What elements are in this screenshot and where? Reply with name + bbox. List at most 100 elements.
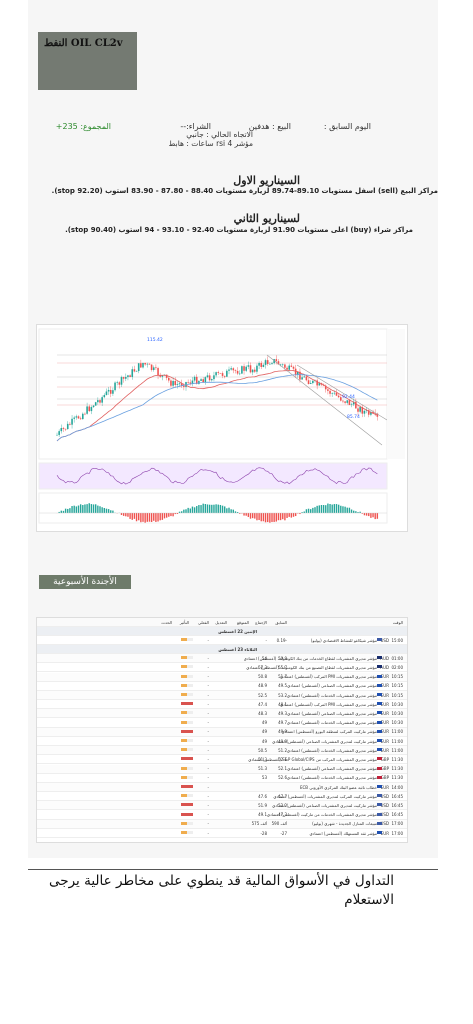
row-currency: USD [380, 821, 389, 827]
header-consensus: الإجماع [255, 619, 267, 625]
impact-icon [181, 693, 193, 696]
row-previous: 49.9 [278, 729, 287, 735]
row-actual: - [207, 701, 209, 707]
flag-icon [377, 702, 382, 706]
table-row[interactable]: 02:00 AUD مؤشر مديري المشتريات لقطاع التصن… [37, 663, 407, 673]
impact-icon [181, 775, 193, 779]
impact-icon [181, 739, 193, 742]
trend-summary: الاتجاه الحالي : جانبي [186, 130, 253, 139]
row-actual: - [207, 756, 209, 762]
impact-icon [181, 794, 193, 798]
row-actual: - [207, 720, 209, 726]
row-forecast: 47.6 [258, 793, 267, 799]
flag-icon [377, 729, 382, 733]
row-time: 10:30 [391, 701, 403, 707]
table-row[interactable]: 14:00 EUR خطاب نائبة عضو البنك المركزي الأ… [37, 783, 407, 792]
row-event: مؤشر مديري المشتريات PMI المركب (أغسطس) … [280, 674, 377, 680]
header-forecast: المتوقع [237, 619, 249, 625]
table-row[interactable]: 16:45 USD مؤشر مديري المشتريات الخدمات من … [37, 811, 407, 820]
table-row[interactable]: 16:45 USD مؤشر ماركيت لمديري المشتريات الص… [37, 801, 407, 811]
divider [28, 869, 438, 870]
table-row[interactable]: 15:00 USD مؤشر شيكاغو للنشاط الاقتصادي (يو… [37, 636, 407, 645]
table-row[interactable]: 16:45 USD مؤشر ماركيت المركب لمديري المشتر… [37, 792, 407, 802]
annotation-low: 85.74 [347, 414, 360, 420]
table-row[interactable]: 17:00 EUR مؤشر ثقة المستهلك (أغسطس) اعتماد… [37, 829, 407, 838]
row-event: مؤشر مديري المشتريات الصناعي (أغسطس) اعت… [287, 766, 377, 772]
row-actual: - [207, 655, 209, 661]
flag-icon [377, 785, 382, 788]
row-event: مؤشر مديري المشتريات لقطاع التصنيع من بن… [246, 664, 377, 670]
previous-day-label: اليوم السابق : [323, 122, 371, 131]
row-forecast: 48.9 [258, 683, 267, 689]
row-previous: 47.7 [278, 793, 287, 799]
row-event: مؤشر مديري المشتريات الخدمات (أغسطس) اعت… [286, 692, 377, 698]
table-row[interactable]: 10:15 EUR مؤشر مديري المشتريات الخدمات (أغ… [37, 691, 407, 700]
annotation-high: 115.42 [147, 337, 163, 343]
row-previous: 51.7 [278, 674, 287, 680]
row-actual: - [207, 793, 209, 799]
row-time: 10:15 [391, 683, 403, 689]
flag-icon [377, 821, 382, 825]
table-row[interactable]: 11:30 GBP مؤشر مديري المشتريات المركب من S… [37, 755, 407, 765]
row-forecast: 51.3 [258, 756, 267, 762]
row-time: 11:30 [391, 766, 403, 772]
day-label: الثلاثاء 23 أغسطس [218, 646, 257, 652]
row-time: 15:00 [391, 637, 403, 643]
header-time: الوقت [392, 619, 403, 625]
row-currency: EUR [380, 710, 389, 716]
row-actual: - [207, 683, 209, 689]
table-row[interactable]: 10:15 EUR مؤشر مديري المشتريات الصناعي (أغ… [37, 682, 407, 691]
row-previous: 51.2 [278, 747, 287, 753]
table-row[interactable]: 11:30 GBP مؤشر مديري المشتريات الخدمات (أغ… [37, 774, 407, 783]
row-previous: 52.1 [278, 756, 287, 762]
row-forecast: 57.3 [258, 664, 267, 670]
table-row[interactable]: 11:00 EUR مؤشر مديري المشتريات الخدمات (أغ… [37, 746, 407, 756]
row-time: 10:30 [391, 710, 403, 716]
row-forecast: 51.3 [258, 766, 267, 772]
row-event: مؤشر مديري المشتريات الخدمات من ماركيت (… [266, 812, 377, 818]
table-row[interactable]: 10:30 EUR مؤشر مديري المشتريات الخدمات (أغ… [37, 719, 407, 728]
row-event: مؤشر مديري المشتريات لقطاع الخدمات من بن… [243, 655, 377, 661]
table-row[interactable]: 10:30 EUR مؤشر مديري المشتريات الصناعي (أغ… [37, 709, 407, 719]
row-forecast: 48.3 [258, 710, 267, 716]
row-actual: - [207, 674, 209, 680]
row-forecast: 575 ألف [251, 821, 267, 827]
row-time: 16:45 [391, 812, 403, 818]
row-currency: USD [380, 793, 389, 799]
flag-icon [377, 794, 382, 798]
row-actual: - [207, 747, 209, 753]
row-previous: 49.5 [278, 683, 287, 689]
table-row[interactable]: 01:00 AUD مؤشر مديري المشتريات لقطاع الخدم… [37, 654, 407, 664]
header-actual: الفعلي [198, 619, 209, 625]
flag-icon [377, 739, 382, 742]
flag-icon [377, 757, 382, 761]
scenario2-title: لسيناريو الثاني [233, 212, 300, 225]
row-currency: EUR [380, 784, 389, 790]
row-forecast: 53 [261, 775, 267, 781]
row-event: مبيعات المنازل الجديدة - شهري (يوليو) [312, 821, 377, 827]
table-row[interactable]: 11:00 EUR مؤشر ماركيت لمديري المشتريات الص… [37, 737, 407, 746]
flag-icon [377, 674, 382, 678]
scenario1-text: مراكز البيع (sell) اسفل مستويات 89.10-89… [51, 187, 438, 195]
total-summary: المجموع: 235+ [55, 122, 111, 131]
row-previous: 48.1 [278, 701, 287, 707]
table-row[interactable]: 10:15 EUR مؤشر مديري المشتريات PMI المركب … [37, 672, 407, 682]
row-forecast: 50.8 [258, 674, 267, 680]
row-previous: 47.3 [278, 812, 287, 818]
flag-icon [377, 656, 382, 660]
table-row[interactable]: 11:30 GBP مؤشر مديري المشتريات الصناعي (أغ… [37, 764, 407, 774]
table-row[interactable]: 10:30 EUR مؤشر مديري المشتريات PMI المركب … [37, 700, 407, 710]
row-event: مؤشر ماركيت لمديري المشتريات الصناعي (أغ… [272, 738, 377, 744]
flag-icon [377, 638, 382, 641]
row-forecast: 49 [261, 729, 267, 735]
impact-icon [181, 638, 193, 641]
sell-summary: البيع : هدفين [248, 122, 291, 131]
row-actual: - [207, 664, 209, 670]
table-row[interactable]: 17:00 USD مبيعات المنازل الجديدة - شهري (ي… [37, 819, 407, 829]
row-forecast: - [265, 637, 267, 643]
row-currency: EUR [380, 738, 389, 744]
impact-icon [181, 702, 193, 706]
price-chart: 115.42 92.44 85.74 [36, 324, 408, 532]
row-time: 10:15 [391, 692, 403, 698]
table-row[interactable]: 11:00 EUR مؤشر ماركيت المركب لمنطقة اليورو… [37, 727, 407, 737]
